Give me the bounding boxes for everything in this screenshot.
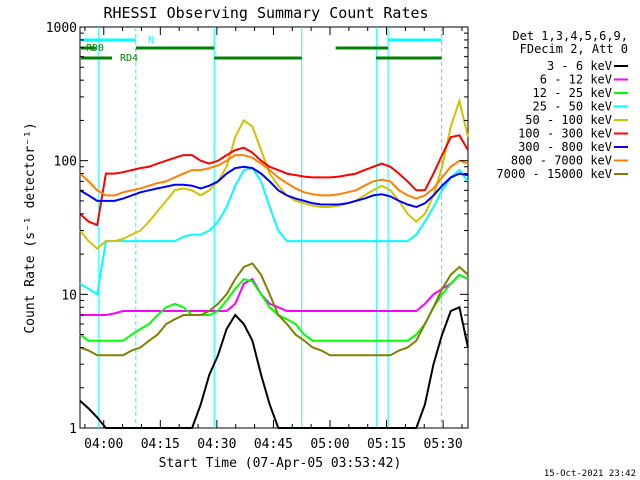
legend: Det 1,3,4,5,6,9, FDecim 2, Att 0 3 - 6 k… <box>496 29 628 181</box>
chart-title: RHESSI Observing Summary Count Rates <box>103 4 428 22</box>
series-line <box>79 273 469 342</box>
x-tick-label: 04:00 <box>84 437 123 452</box>
flag-label: RD0 <box>86 43 104 54</box>
y-axis-label: Count Rate (s⁻¹ detector⁻¹) <box>23 122 38 333</box>
legend-header-line-2: FDecim 2, Att 0 <box>520 42 628 56</box>
series-line <box>79 262 469 357</box>
series-lines <box>79 97 469 429</box>
mode-flags: N RD0 RD4 <box>81 35 442 64</box>
y-axis: 1 10 100 1000 <box>46 21 468 437</box>
legend-label: 100 - 300 keV <box>518 127 612 141</box>
series-line <box>79 305 469 429</box>
legend-label: 6 - 12 keV <box>540 73 612 87</box>
x-tick-label: 04:30 <box>197 437 236 452</box>
legend-label: 7000 - 15000 keV <box>496 167 612 181</box>
y-tick-label: 1000 <box>46 21 77 36</box>
plot-area: N RD0 RD4 <box>79 26 469 429</box>
series-line <box>79 165 469 209</box>
legend-label: 300 - 800 keV <box>518 140 612 154</box>
legend-label: 800 - 7000 keV <box>511 154 612 168</box>
generated-timestamp: 15-Oct-2021 23:42 <box>544 469 636 479</box>
series-line <box>79 166 469 296</box>
plot-frame <box>79 26 469 429</box>
x-axis: 04:00 04:15 04:30 04:45 05:00 05:15 05:30 <box>84 27 463 452</box>
y-tick-label: 100 <box>54 155 77 170</box>
legend-label: 25 - 50 keV <box>533 100 612 114</box>
night-boundaries <box>98 27 443 428</box>
y-tick-label: 1 <box>69 422 77 437</box>
legend-label: 12 - 25 keV <box>533 86 612 100</box>
x-tick-label: 05:30 <box>424 437 463 452</box>
series-line <box>79 97 469 250</box>
x-tick-label: 05:15 <box>367 437 406 452</box>
series-line <box>80 273 469 316</box>
x-tick-label: 04:45 <box>254 437 293 452</box>
flag-label: RD4 <box>120 53 138 64</box>
series-line <box>79 134 469 227</box>
x-tick-label: 05:00 <box>310 437 349 452</box>
legend-label: 50 - 100 keV <box>525 113 612 127</box>
series-line <box>79 154 469 200</box>
legend-header-line-1: Det 1,3,4,5,6,9, <box>512 29 628 43</box>
x-tick-label: 04:15 <box>141 437 180 452</box>
legend-label: 3 - 6 keV <box>547 59 612 73</box>
flag-label: N <box>148 35 154 46</box>
x-axis-label: Start Time (07-Apr-05 03:53:42) <box>159 456 402 471</box>
y-tick-label: 10 <box>61 288 77 303</box>
